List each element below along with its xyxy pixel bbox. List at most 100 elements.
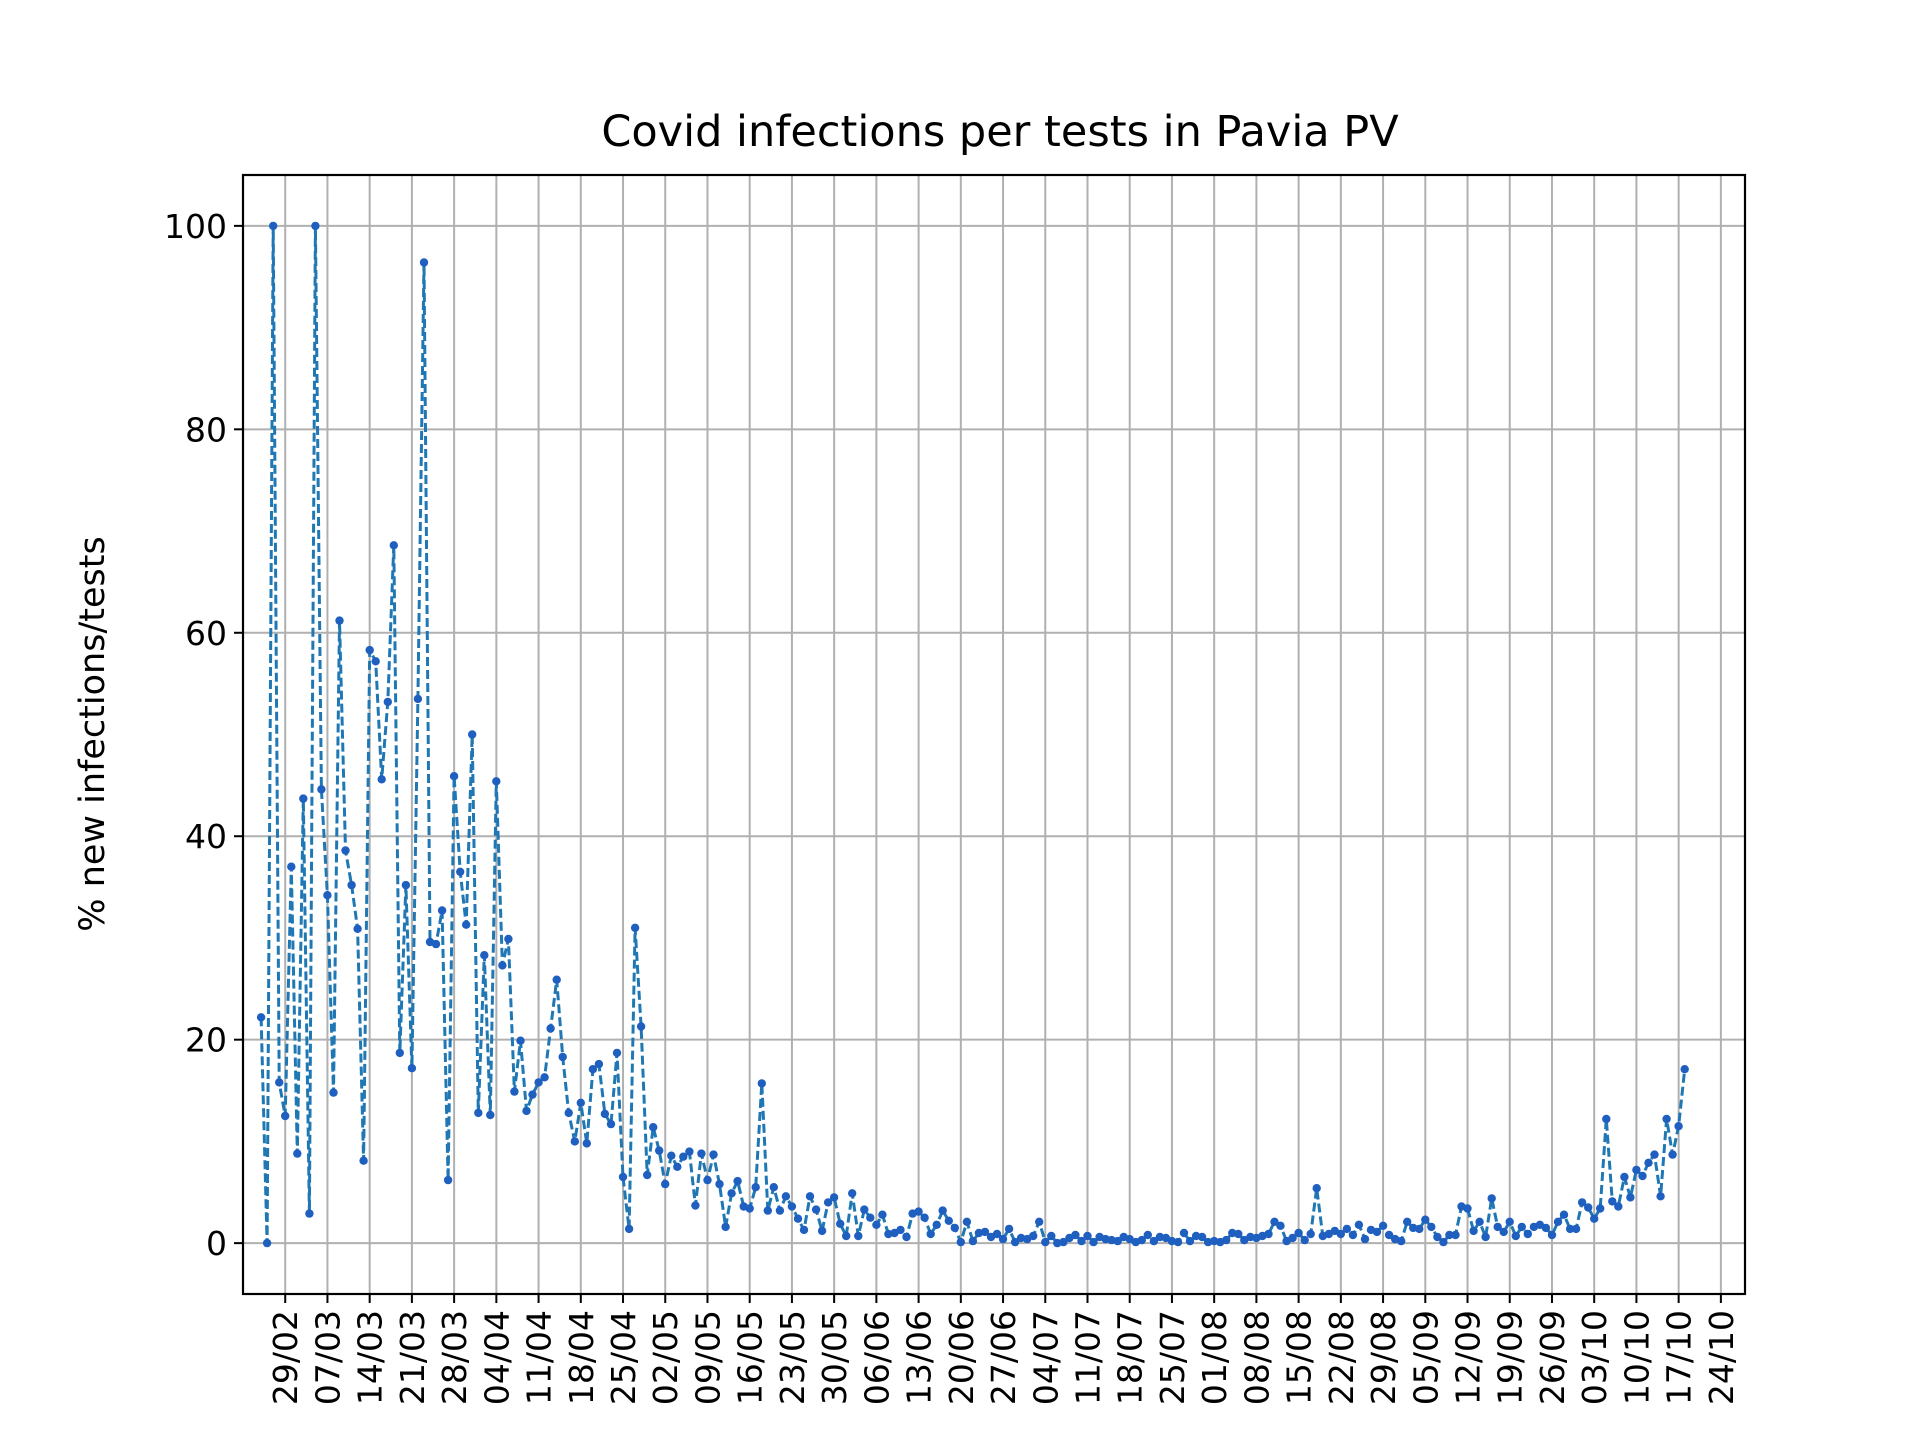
- data-point: [1059, 1237, 1068, 1247]
- data-point: [1071, 1230, 1080, 1240]
- data-point: [1427, 1222, 1436, 1232]
- data-point: [1662, 1114, 1671, 1124]
- x-tick-label: 16/05: [731, 1310, 770, 1405]
- data-point: [1415, 1224, 1424, 1234]
- data-point: [673, 1162, 682, 1172]
- data-point: [516, 1036, 525, 1045]
- data-point: [287, 862, 296, 871]
- x-tick-label: 18/04: [562, 1310, 601, 1405]
- data-point: [992, 1229, 1002, 1239]
- data-point: [262, 1238, 272, 1248]
- chart-title: Covid infections per tests in Pavia PV: [601, 107, 1399, 157]
- data-point: [1674, 1122, 1683, 1131]
- x-tick-label: 21/03: [393, 1310, 432, 1405]
- data-point: [1620, 1172, 1629, 1182]
- data-point: [805, 1192, 815, 1201]
- data-point: [1403, 1217, 1412, 1227]
- data-point: [594, 1059, 604, 1069]
- x-tick-label: 20/06: [942, 1310, 981, 1405]
- data-point: [1475, 1217, 1484, 1227]
- data-point: [1004, 1224, 1014, 1234]
- data-point: [1300, 1235, 1309, 1245]
- data-point: [1035, 1217, 1044, 1227]
- data-point: [395, 1048, 404, 1058]
- data-point: [570, 1137, 579, 1146]
- data-point: [468, 730, 477, 739]
- data-point: [534, 1078, 543, 1087]
- data-point: [938, 1206, 947, 1215]
- data-point: [1029, 1231, 1038, 1241]
- x-tick-label: 24/10: [1702, 1310, 1741, 1405]
- data-point: [636, 1022, 646, 1031]
- data-point: [787, 1202, 797, 1211]
- data-point: [1185, 1236, 1195, 1246]
- data-point: [1041, 1237, 1050, 1247]
- data-point: [1179, 1228, 1189, 1238]
- data-point: [691, 1201, 700, 1210]
- data-point: [1143, 1230, 1153, 1240]
- data-point: [848, 1189, 857, 1198]
- data-point: [1626, 1193, 1635, 1202]
- data-point: [1608, 1197, 1617, 1206]
- data-point: [437, 906, 447, 915]
- data-point: [552, 975, 561, 984]
- data-point: [1342, 1224, 1352, 1234]
- data-point: [359, 1156, 368, 1165]
- y-tick-label: 100: [164, 207, 227, 246]
- data-point: [449, 772, 459, 781]
- data-point: [1656, 1192, 1665, 1201]
- x-tick-label: 22/08: [1322, 1310, 1361, 1405]
- data-point: [1149, 1236, 1159, 1246]
- data-point: [1547, 1230, 1557, 1240]
- data-point: [1584, 1203, 1593, 1212]
- data-point: [624, 1224, 634, 1234]
- data-point: [365, 645, 374, 655]
- x-tick-label: 19/09: [1491, 1310, 1530, 1405]
- data-point: [1010, 1237, 1020, 1247]
- data-point: [371, 657, 380, 666]
- data-point: [1336, 1229, 1346, 1239]
- data-point: [1650, 1150, 1659, 1159]
- y-tick-label: 0: [206, 1224, 227, 1263]
- data-point: [1577, 1198, 1587, 1207]
- data-point: [1047, 1231, 1056, 1241]
- data-point: [353, 924, 362, 933]
- data-point: [299, 794, 308, 803]
- data-point: [1614, 1202, 1623, 1211]
- data-point: [510, 1087, 519, 1096]
- x-tick-label: 18/07: [1111, 1310, 1150, 1405]
- data-point: [456, 867, 465, 876]
- data-point: [950, 1223, 959, 1233]
- data-point: [817, 1226, 827, 1236]
- data-point: [1397, 1236, 1406, 1246]
- data-point: [389, 541, 398, 550]
- data-point: [866, 1213, 875, 1222]
- data-point: [842, 1231, 851, 1241]
- x-tick-label: 06/06: [857, 1310, 896, 1405]
- x-tick-label: 28/03: [435, 1310, 474, 1405]
- data-point: [1264, 1229, 1273, 1239]
- data-point: [498, 961, 507, 970]
- data-point: [727, 1189, 736, 1198]
- data-point: [793, 1214, 803, 1223]
- data-point: [1089, 1237, 1098, 1247]
- x-tick-label: 25/04: [604, 1310, 643, 1405]
- data-point: [528, 1090, 537, 1099]
- x-tick-label: 15/08: [1280, 1310, 1319, 1405]
- data-point: [733, 1176, 742, 1186]
- data-point: [1505, 1217, 1514, 1227]
- data-point: [474, 1108, 483, 1118]
- data-point: [1234, 1229, 1243, 1239]
- data-point: [281, 1111, 290, 1121]
- x-tick-label: 25/07: [1153, 1310, 1192, 1405]
- x-tick-label: 04/07: [1026, 1310, 1065, 1405]
- data-point: [1523, 1229, 1533, 1239]
- data-point: [956, 1237, 965, 1247]
- x-tick-label: 07/03: [308, 1310, 347, 1405]
- data-point: [980, 1227, 990, 1237]
- data-point: [649, 1123, 658, 1132]
- y-tick-label: 20: [185, 1021, 227, 1060]
- data-point: [836, 1219, 845, 1229]
- data-point: [606, 1119, 616, 1129]
